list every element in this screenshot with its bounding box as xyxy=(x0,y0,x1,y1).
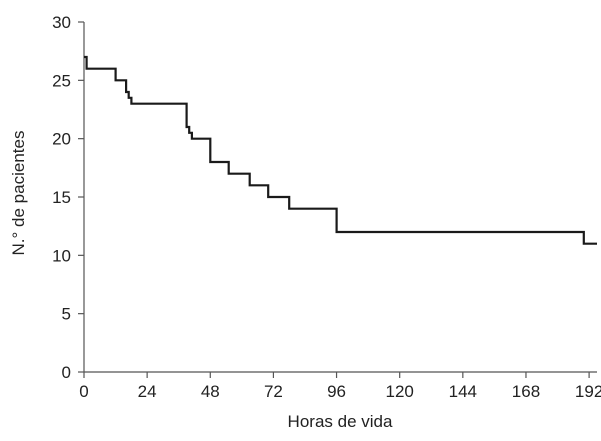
axes xyxy=(84,22,597,372)
y-tick-label: 5 xyxy=(62,305,71,324)
x-tick-label: 168 xyxy=(512,382,540,401)
y-axis-title: N.° de pacientes xyxy=(9,131,28,256)
x-tick-label: 96 xyxy=(327,382,346,401)
series-layer xyxy=(84,57,597,244)
y-tick-label: 15 xyxy=(52,188,71,207)
x-tick-label: 192 xyxy=(575,382,601,401)
y-tick-label: 30 xyxy=(52,13,71,32)
y-tick-label: 0 xyxy=(62,363,71,382)
x-tick-label: 120 xyxy=(386,382,414,401)
x-axis-title: Horas de vida xyxy=(288,412,393,431)
x-tick-label: 24 xyxy=(138,382,157,401)
y-tick-label: 10 xyxy=(52,246,71,265)
y-tick-label: 20 xyxy=(52,130,71,149)
x-tick-label: 48 xyxy=(201,382,220,401)
x-tick-label: 144 xyxy=(449,382,477,401)
ticks: 0 24 48 72 96 120 144 168 192 0 5 10 15 20 25 30 xyxy=(52,13,601,401)
x-tick-label: 0 xyxy=(79,382,88,401)
y-tick-label: 25 xyxy=(52,71,71,90)
series-line-0 xyxy=(84,57,597,244)
x-tick-label: 72 xyxy=(264,382,283,401)
